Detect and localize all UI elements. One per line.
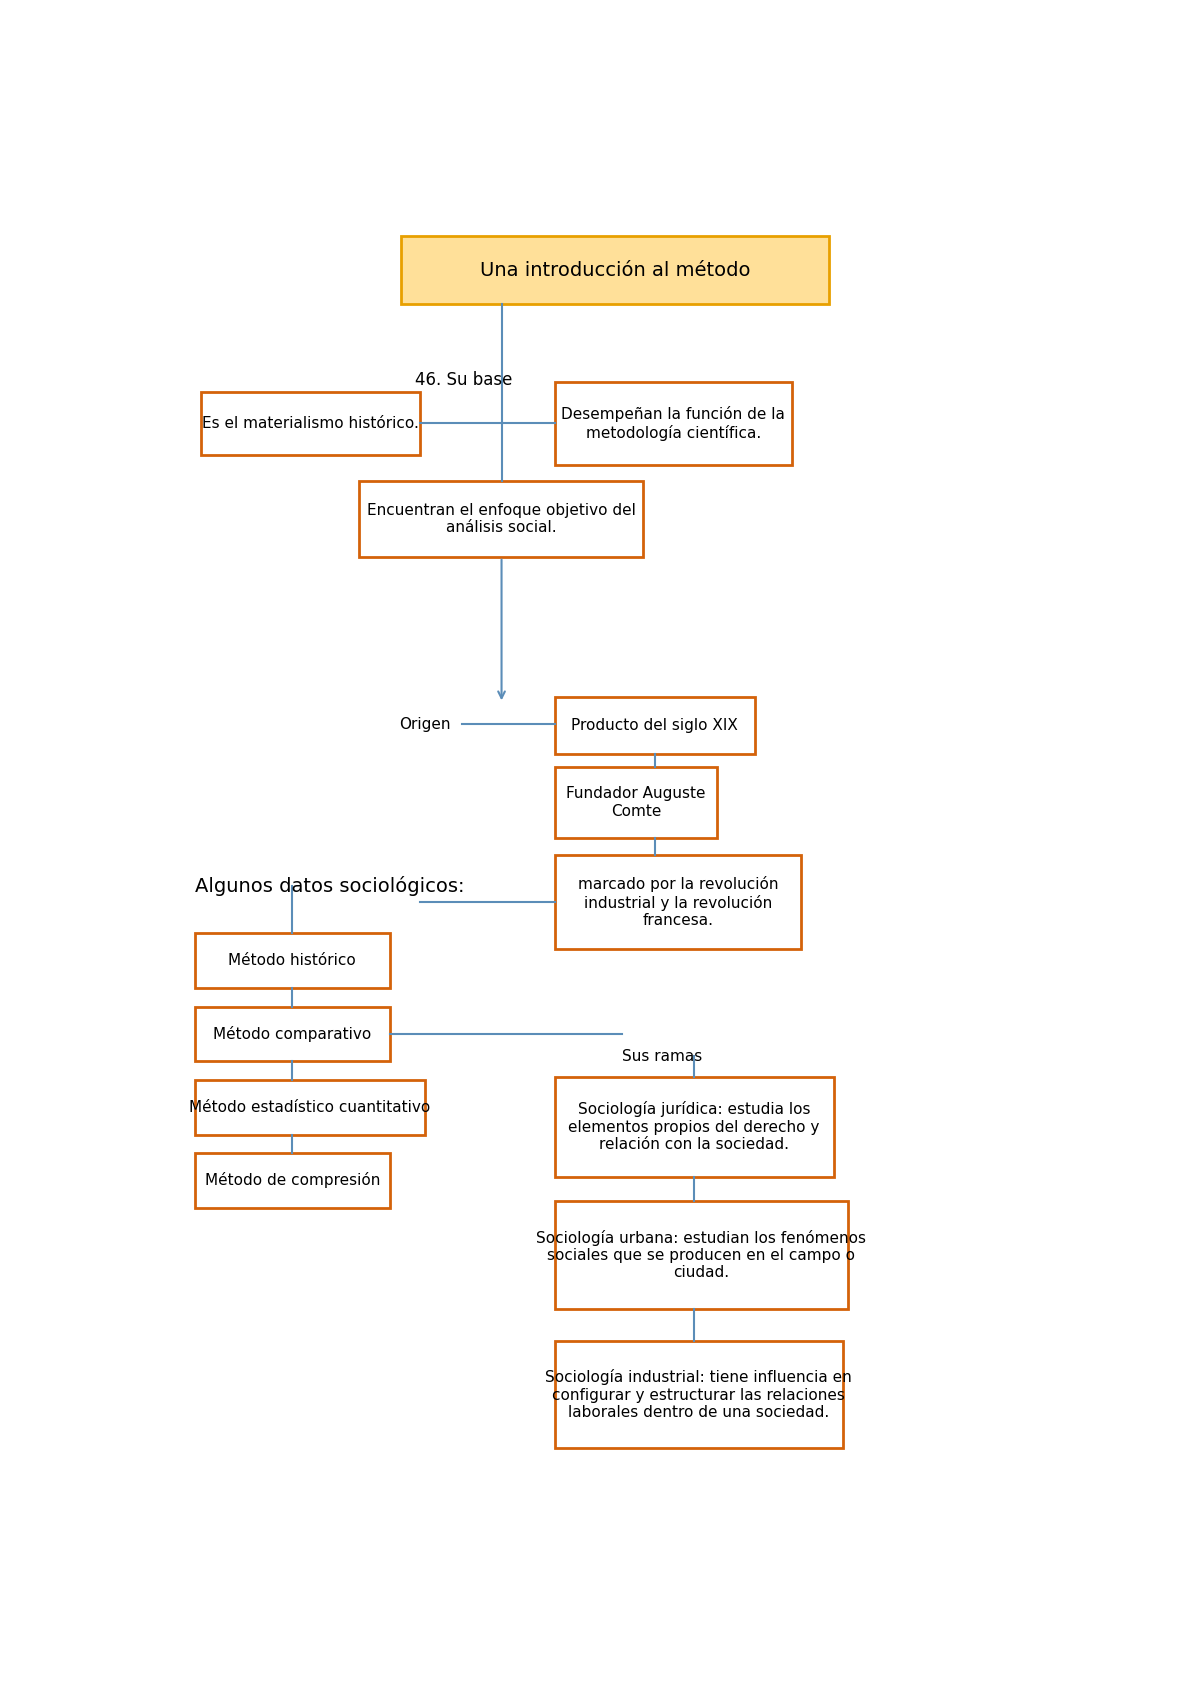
FancyBboxPatch shape [554,382,792,465]
Text: Una introducción al método: Una introducción al método [480,261,750,280]
FancyBboxPatch shape [554,767,718,837]
Text: Sociología urbana: estudian los fenómenos
sociales que se producen en el campo o: Sociología urbana: estudian los fenómeno… [536,1229,866,1280]
FancyBboxPatch shape [202,392,420,455]
FancyBboxPatch shape [554,1341,842,1448]
FancyBboxPatch shape [401,236,829,304]
Text: Encuentran el enfoque objetivo del
análisis social.: Encuentran el enfoque objetivo del análi… [367,503,636,535]
FancyBboxPatch shape [359,481,643,557]
Text: Algunos datos sociológicos:: Algunos datos sociológicos: [194,876,464,897]
Text: Sociología industrial: tiene influencia en
configurar y estructurar las relacion: Sociología industrial: tiene influencia … [545,1370,852,1420]
FancyBboxPatch shape [194,1080,425,1134]
Text: Método comparativo: Método comparativo [214,1026,372,1043]
Text: Método de compresión: Método de compresión [205,1172,380,1189]
FancyBboxPatch shape [194,1153,390,1207]
Text: Origen: Origen [400,717,451,732]
FancyBboxPatch shape [194,934,390,988]
Text: marcado por la revolución
industrial y la revolución
francesa.: marcado por la revolución industrial y l… [577,876,778,927]
Text: Desempeñan la función de la
metodología científica.: Desempeñan la función de la metodología … [562,406,785,441]
Text: Producto del siglo XIX: Producto del siglo XIX [571,718,738,734]
Text: Sus ramas: Sus ramas [623,1049,703,1063]
FancyBboxPatch shape [554,854,802,949]
FancyBboxPatch shape [194,1007,390,1061]
Text: Método estadístico cuantitativo: Método estadístico cuantitativo [190,1100,431,1114]
Text: Sociología jurídica: estudia los
elementos propios del derecho y
relación con la: Sociología jurídica: estudia los element… [569,1102,820,1153]
FancyBboxPatch shape [554,696,755,754]
Text: 46. Su base: 46. Su base [415,372,512,389]
FancyBboxPatch shape [554,1202,847,1309]
Text: Es el materialismo histórico.: Es el materialismo histórico. [202,416,419,431]
Text: Método histórico: Método histórico [228,953,356,968]
Text: Fundador Auguste
Comte: Fundador Auguste Comte [566,786,706,818]
FancyBboxPatch shape [554,1077,834,1177]
